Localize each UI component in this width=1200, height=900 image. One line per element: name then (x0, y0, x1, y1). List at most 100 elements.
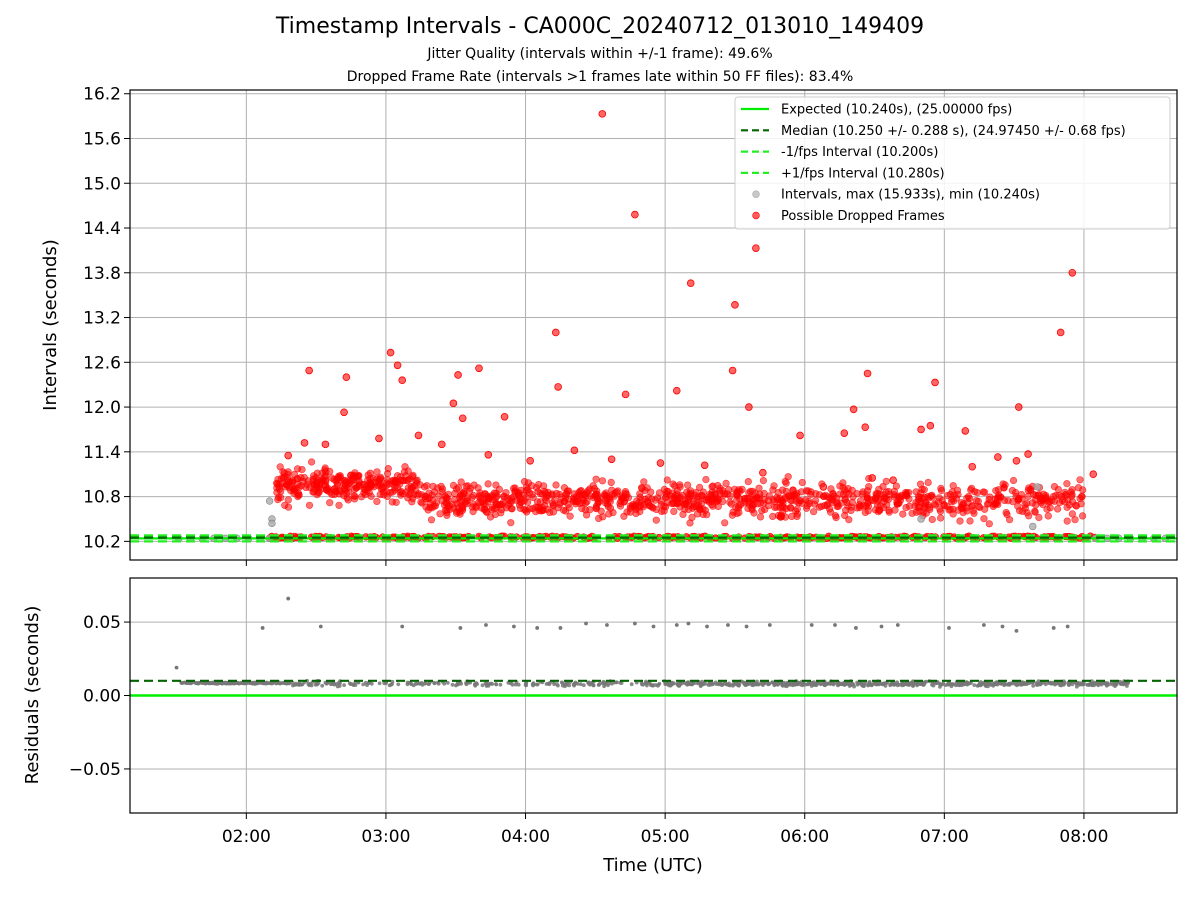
dropped-frame-point (1055, 491, 1063, 500)
dropped-frame-point (727, 500, 735, 508)
residual-point (546, 681, 551, 686)
dropped-frame-point (274, 496, 282, 504)
dropped-frame-point (586, 485, 594, 493)
dropped-frame-point (836, 482, 844, 490)
residual-point (911, 683, 915, 688)
dropped-frame-point (734, 504, 743, 512)
residual-point (194, 681, 198, 686)
dropped-frame-point (924, 478, 932, 487)
dropped-frame-point (1024, 450, 1032, 458)
dropped-frame-point (308, 458, 316, 466)
dropped-frame-point (439, 485, 447, 493)
dropped-frame-point (556, 499, 564, 507)
dropped-frame-point (500, 412, 509, 421)
dropped-frame-point (975, 503, 984, 512)
residual-point (400, 624, 405, 629)
dropped-frame-point (458, 506, 467, 515)
intervals-y-tick-label: 12.6 (83, 353, 121, 373)
residual-point (578, 682, 583, 687)
residual-point (1122, 681, 1127, 685)
dropped-frame-point (656, 459, 665, 467)
dropped-frame-point (601, 492, 609, 500)
dropped-frame-point (1079, 486, 1087, 494)
dropped-frame-point (1035, 513, 1043, 522)
residual-point (814, 682, 818, 686)
dropped-frame-point (863, 494, 871, 502)
residual-point (209, 680, 214, 685)
dropped-frame-point (343, 494, 351, 502)
dropped-frame-point (342, 478, 351, 486)
dropped-frame-point (968, 502, 977, 510)
residual-point (1100, 681, 1105, 686)
residual-point (203, 681, 208, 685)
dropped-frame-point (745, 403, 753, 411)
dropped-frame-point (593, 487, 601, 495)
dropped-frame-point (700, 461, 709, 470)
dropped-frame-point (449, 399, 458, 408)
dropped-frame-point (484, 480, 492, 488)
residual-point (993, 682, 998, 686)
dropped-frame-point (959, 508, 967, 517)
residual-point (806, 681, 811, 686)
dropped-frame-point (406, 475, 414, 483)
residual-point (458, 626, 463, 630)
residual-point (455, 682, 459, 687)
residual-point (852, 684, 856, 689)
residual-point (450, 682, 455, 687)
dropped-frame-point (956, 517, 964, 525)
dropped-frame-point (1068, 268, 1077, 277)
dropped-frame-point (517, 486, 525, 495)
dropped-frame-point (1032, 501, 1040, 509)
residual-point (1051, 626, 1056, 630)
dropped-frame-point (330, 486, 338, 494)
residual-point (219, 681, 224, 686)
residual-point (513, 682, 518, 687)
dropped-frame-point (815, 503, 823, 511)
dropped-frame-point (290, 486, 298, 494)
dropped-frame-point (583, 497, 591, 506)
residual-point (784, 684, 789, 689)
residual-point (535, 626, 540, 630)
residual-point (1114, 682, 1119, 687)
dropped-frame-point (469, 491, 478, 500)
dropped-frame-point (841, 506, 850, 514)
dropped-frame-point (475, 364, 483, 373)
residual-point (757, 682, 761, 687)
intervals-y-axis-label: Intervals (seconds) (40, 239, 61, 411)
dropped-frame-point (620, 497, 629, 506)
dropped-frame-point (1068, 498, 1077, 506)
dropped-frame-point (437, 440, 446, 449)
residual-point (632, 621, 637, 626)
residual-point (801, 681, 806, 686)
dropped-frame-point (855, 501, 864, 509)
dropped-frame-point (554, 383, 562, 391)
residual-point (532, 682, 536, 687)
dropped-frame-point (636, 493, 644, 501)
dropped-frame-point (802, 504, 811, 512)
residual-point (833, 623, 837, 627)
dropped-frame-point (760, 489, 768, 498)
dropped-frame-point (1063, 517, 1071, 525)
residual-point (480, 683, 485, 688)
dropped-frame-point (595, 497, 604, 506)
residual-point (337, 684, 342, 688)
dropped-frame-point (305, 366, 313, 375)
residual-point (484, 623, 488, 627)
dropped-frame-point (484, 451, 493, 459)
residual-point (629, 682, 634, 687)
residual-point (1014, 628, 1019, 633)
residual-point (432, 681, 437, 686)
dropped-frame-point (621, 390, 630, 399)
dropped-frame-point (498, 500, 506, 508)
dropped-frame-point (351, 481, 359, 490)
dropped-frame-point (847, 503, 855, 511)
dropped-frame-point (994, 493, 1003, 501)
intervals-y-tick-label: 13.2 (83, 309, 121, 329)
residual-point (342, 683, 346, 687)
dropped-frame-point (671, 492, 680, 500)
legend-item: Median (10.250 +/- 0.288 s), (24.97450 +… (741, 124, 1126, 139)
residual-point (674, 623, 679, 627)
dropped-frame-point (770, 498, 778, 506)
residuals-y-tick-label: 0.05 (83, 613, 121, 633)
dropped-frame-point (300, 474, 308, 482)
